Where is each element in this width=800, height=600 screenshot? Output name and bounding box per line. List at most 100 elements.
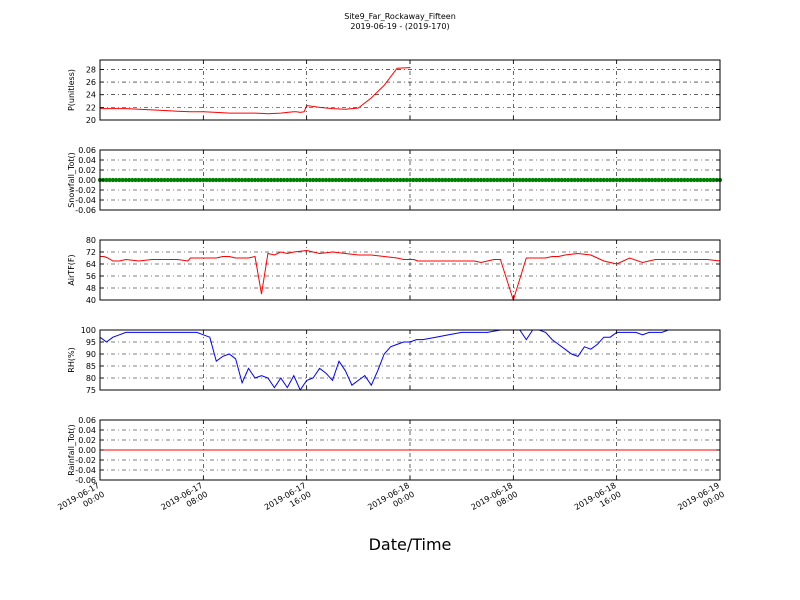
y-tick-label: -0.06	[75, 206, 96, 215]
y-tick-label: 0.04	[78, 426, 96, 435]
data-point	[433, 177, 438, 183]
data-point	[204, 177, 209, 183]
data-point	[598, 177, 603, 183]
data-point	[488, 177, 493, 183]
data-point	[246, 177, 251, 183]
data-point	[291, 177, 296, 183]
y-tick-label: 20	[86, 116, 96, 125]
data-point	[114, 177, 119, 183]
data-point	[172, 177, 177, 183]
data-point	[624, 177, 629, 183]
data-point	[533, 177, 539, 183]
y-tick-label: 0.04	[78, 156, 96, 165]
x-tick-label: 2019-06-1808:00	[470, 481, 520, 521]
data-point	[168, 177, 174, 183]
data-point	[459, 177, 464, 183]
data-point	[669, 177, 674, 183]
x-tick-label: 2019-06-1900:00	[676, 481, 726, 521]
data-point	[430, 177, 435, 183]
data-point	[424, 177, 429, 183]
y-tick-label: 75	[86, 386, 96, 395]
data-point	[475, 177, 480, 183]
data-point	[679, 177, 684, 183]
data-point	[514, 177, 519, 183]
y-axis-label: P(unitless)	[67, 69, 76, 111]
data-point	[672, 177, 677, 183]
x-tick-label: 2019-06-1816:00	[573, 481, 623, 521]
data-point	[391, 177, 396, 183]
data-point	[201, 177, 206, 183]
data-point	[478, 177, 484, 183]
y-tick-label: -0.04	[75, 466, 96, 475]
data-point	[575, 177, 581, 183]
data-point	[466, 177, 471, 183]
data-point	[427, 177, 432, 183]
data-point	[495, 177, 500, 183]
x-axis-label: Date/Time	[368, 535, 452, 554]
data-point	[359, 177, 364, 183]
data-point	[417, 177, 422, 183]
data-point	[104, 177, 109, 183]
data-point	[188, 177, 193, 183]
data-point	[491, 177, 497, 183]
data-point	[646, 177, 652, 183]
data-point	[210, 177, 216, 183]
y-tick-label: 0.02	[78, 166, 96, 175]
data-point	[236, 177, 241, 183]
data-point	[688, 177, 694, 183]
data-point	[698, 177, 703, 183]
data-point	[666, 177, 671, 183]
data-point	[643, 177, 648, 183]
data-point	[595, 177, 600, 183]
data-point	[704, 177, 710, 183]
y-tick-label: 95	[86, 338, 96, 347]
data-point	[498, 177, 503, 183]
y-tick-label: 40	[86, 296, 96, 305]
data-point	[117, 177, 122, 183]
data-point	[143, 177, 148, 183]
data-point	[356, 177, 361, 183]
data-point	[152, 177, 157, 183]
y-tick-label: 56	[86, 272, 96, 281]
data-point	[546, 177, 551, 183]
data-point	[340, 177, 345, 183]
y-tick-label: 0.00	[78, 176, 96, 185]
data-point	[333, 177, 338, 183]
x-tick-label: 2019-06-1708:00	[160, 481, 210, 521]
x-tick-label: 2019-06-1716:00	[263, 481, 313, 521]
data-point	[530, 177, 535, 183]
data-point	[537, 177, 542, 183]
data-point	[549, 177, 555, 183]
data-point	[572, 177, 577, 183]
data-point	[259, 177, 264, 183]
data-point	[604, 177, 610, 183]
data-point	[146, 177, 151, 183]
data-point	[404, 177, 409, 183]
data-point	[543, 177, 548, 183]
data-point	[663, 177, 668, 183]
data-point	[527, 177, 532, 183]
y-tick-label: 80	[86, 374, 96, 383]
data-point	[614, 177, 619, 183]
data-point	[449, 177, 455, 183]
data-point	[362, 177, 367, 183]
data-point	[346, 177, 351, 183]
data-point	[456, 177, 461, 183]
y-tick-label: -0.02	[75, 186, 96, 195]
data-point	[524, 177, 529, 183]
chart-subtitle: 2019-06-19 - (2019-170)	[350, 22, 450, 31]
data-point	[185, 177, 190, 183]
data-point	[401, 177, 406, 183]
y-tick-label: 28	[86, 65, 96, 74]
data-point	[194, 177, 199, 183]
data-point	[223, 177, 229, 183]
data-point	[453, 177, 458, 183]
data-point	[265, 177, 271, 183]
data-point	[579, 177, 584, 183]
data-point	[685, 177, 690, 183]
data-point	[130, 177, 135, 183]
data-point	[591, 177, 597, 183]
y-tick-label: 90	[86, 350, 96, 359]
data-point	[317, 177, 322, 183]
data-point	[149, 177, 154, 183]
